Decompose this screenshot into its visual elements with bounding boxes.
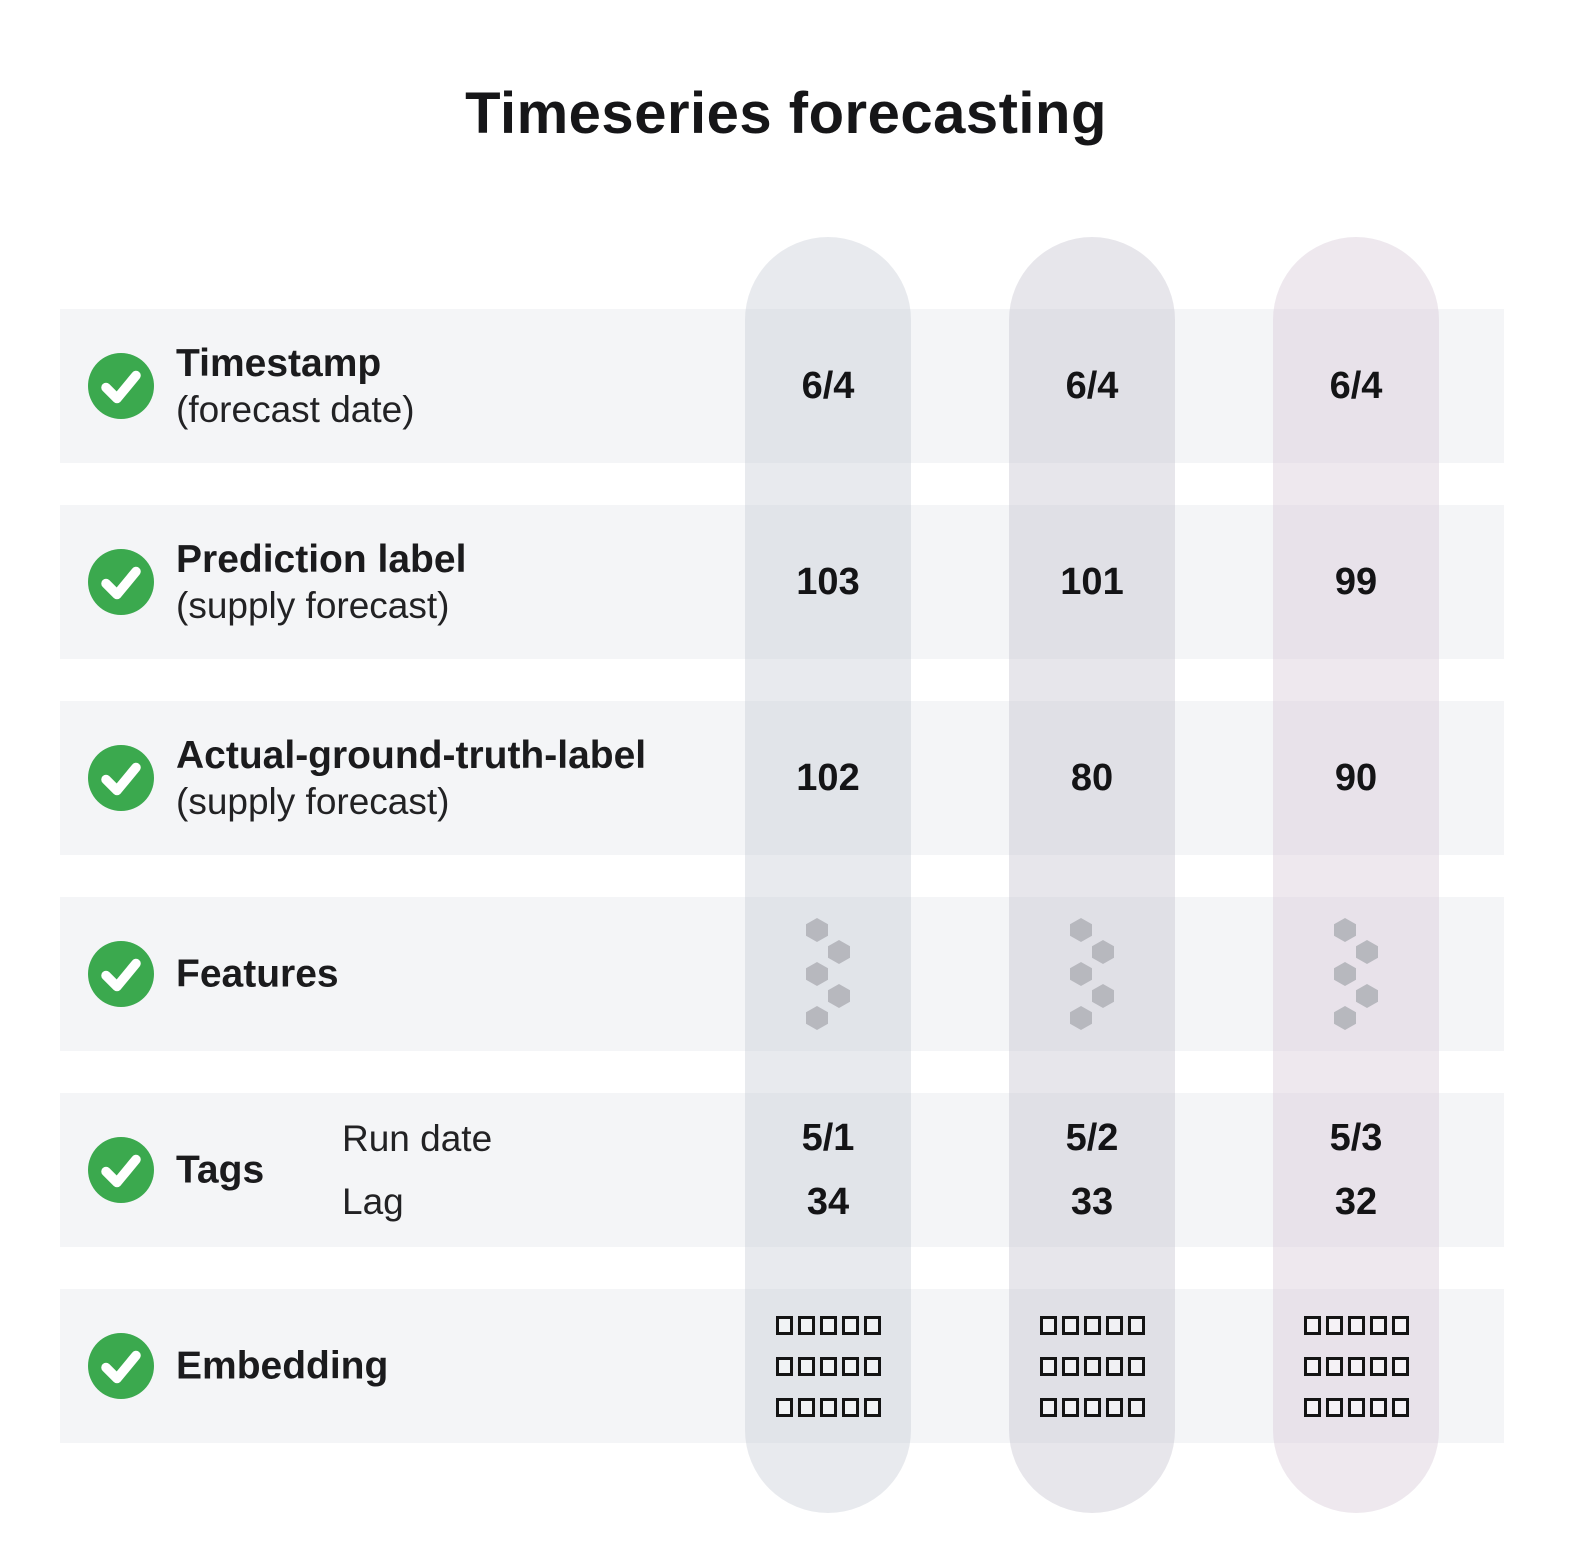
value-cell [745, 897, 911, 1051]
hexagon-ellipsis-icon [1070, 918, 1114, 1030]
row-label: Timestamp [176, 342, 382, 385]
value-cell: 103 [796, 560, 860, 603]
row-features: Features [60, 897, 1504, 1051]
value-cell [1009, 897, 1175, 1051]
row-prediction-label: Prediction label (supply forecast) 103 1… [60, 505, 1504, 659]
value-cell [1273, 1289, 1439, 1443]
check-circle-icon [88, 941, 154, 1007]
embedding-grid-icon [775, 1315, 881, 1417]
tag-value: 5/3 [1329, 1117, 1383, 1159]
row-label-block: Tags [176, 1147, 264, 1194]
value-cell: 99 [1334, 560, 1378, 603]
row-label-block: Features [176, 951, 339, 998]
check-circle-icon [88, 1137, 154, 1203]
row-label-block: Embedding [176, 1343, 388, 1390]
tag-value: 5/1 [801, 1117, 855, 1159]
check-circle-icon [88, 549, 154, 615]
row-embedding: Embedding [60, 1289, 1504, 1443]
tag-value: 33 [1070, 1181, 1114, 1223]
value-cell: 6/4 [1329, 364, 1383, 407]
row-tags: Tags Run date Lag 5/1 34 5/2 33 5/3 32 [60, 1093, 1504, 1247]
row-sublabel: (supply forecast) [176, 585, 450, 626]
row-timestamp: Timestamp (forecast date) 6/4 6/4 6/4 [60, 309, 1504, 463]
tag-name: Run date [342, 1118, 493, 1159]
check-circle-icon [88, 1333, 154, 1399]
row-label: Actual-ground-truth-label [176, 734, 647, 777]
value-cell: 5/1 34 [745, 1093, 911, 1247]
embedding-grid-icon [1303, 1315, 1409, 1417]
hexagon-ellipsis-icon [806, 918, 850, 1030]
row-label: Embedding [176, 1344, 389, 1388]
row-sublabel: (supply forecast) [176, 781, 450, 822]
row-label-block: Actual-ground-truth-label (supply foreca… [176, 732, 646, 824]
row-label: Tags [176, 1148, 265, 1192]
tag-name-list: Run date Lag [342, 1120, 492, 1220]
embedding-grid-icon [1039, 1315, 1145, 1417]
tag-value: 34 [806, 1181, 850, 1223]
value-cell: 6/4 [801, 364, 855, 407]
value-cell: 5/3 32 [1273, 1093, 1439, 1247]
row-actual-ground-truth-label: Actual-ground-truth-label (supply foreca… [60, 701, 1504, 855]
check-circle-icon [88, 353, 154, 419]
tag-value: 5/2 [1065, 1117, 1119, 1159]
row-label-block: Prediction label (supply forecast) [176, 536, 466, 628]
value-cell [1273, 897, 1439, 1051]
hexagon-ellipsis-icon [1334, 918, 1378, 1030]
page-title: Timeseries forecasting [465, 81, 1107, 146]
value-cell: 80 [1070, 756, 1114, 799]
tag-name: Lag [342, 1181, 404, 1222]
value-cell: 6/4 [1065, 364, 1119, 407]
value-cell: 101 [1060, 560, 1124, 603]
row-label-block: Timestamp (forecast date) [176, 340, 415, 432]
row-label: Prediction label [176, 538, 467, 581]
value-cell [1009, 1289, 1175, 1443]
row-label: Features [176, 952, 339, 996]
value-cell [745, 1289, 911, 1443]
value-cell: 90 [1334, 756, 1378, 799]
feature-table: Timestamp (forecast date) 6/4 6/4 6/4 Pr… [60, 309, 1504, 1485]
value-cell: 102 [796, 756, 860, 799]
check-circle-icon [88, 745, 154, 811]
tag-value: 32 [1334, 1181, 1378, 1223]
value-cell: 5/2 33 [1009, 1093, 1175, 1247]
row-sublabel: (forecast date) [176, 389, 415, 430]
